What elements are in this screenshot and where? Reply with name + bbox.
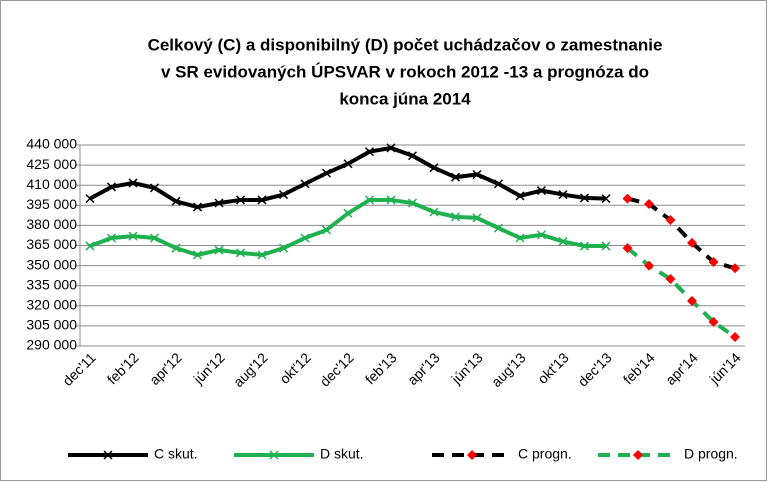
marker — [235, 248, 246, 258]
legend-marker — [467, 450, 477, 460]
y-tick-label: 380 000 — [26, 216, 77, 232]
marker — [343, 208, 353, 218]
marker — [450, 212, 461, 222]
marker — [300, 179, 310, 189]
marker — [472, 169, 482, 180]
y-tick-label: 425 000 — [26, 156, 77, 172]
marker — [386, 195, 396, 205]
marker — [171, 243, 181, 253]
legend-marker — [103, 450, 113, 460]
y-tick-label: 305 000 — [26, 317, 77, 333]
marker — [278, 190, 289, 200]
marker — [579, 241, 590, 251]
marker — [321, 168, 332, 178]
marker — [214, 198, 224, 208]
marker — [493, 223, 504, 233]
marker — [687, 237, 697, 248]
marker — [536, 186, 547, 196]
marker — [429, 207, 439, 217]
marker — [257, 250, 267, 260]
marker — [665, 274, 676, 284]
marker — [321, 225, 332, 235]
marker — [708, 316, 719, 327]
marker — [407, 198, 418, 208]
marker — [192, 250, 203, 260]
marker — [364, 195, 375, 205]
legend-item: C progn. — [432, 446, 572, 462]
marker — [493, 179, 504, 189]
marker — [192, 202, 203, 212]
chart-title: Celkový (C) a disponibilný (D) počet uch… — [148, 35, 663, 54]
marker — [85, 194, 95, 204]
marker — [364, 147, 375, 157]
marker — [257, 195, 267, 205]
marker — [386, 143, 396, 153]
marker — [536, 230, 547, 240]
marker — [601, 194, 611, 204]
legend-marker — [269, 450, 279, 460]
marker — [708, 256, 719, 267]
y-tick-label: 320 000 — [26, 297, 77, 313]
y-tick-label: 440 000 — [26, 136, 77, 152]
marker — [128, 231, 138, 241]
legend-label: D skut. — [320, 446, 364, 462]
marker — [579, 193, 590, 203]
chart-title: v SR evidovaných ÚPSVAR v rokoch 2012 -1… — [161, 62, 649, 81]
marker — [214, 245, 224, 255]
y-tick-label: 335 000 — [26, 276, 77, 292]
y-tick-label: 410 000 — [26, 176, 77, 192]
y-tick-label: 365 000 — [26, 236, 77, 252]
marker — [300, 233, 310, 243]
marker — [149, 183, 160, 193]
series-line — [627, 196, 736, 271]
legend-label: C skut. — [154, 446, 198, 462]
legend-marker — [633, 450, 643, 460]
legend-item: C skut. — [68, 446, 198, 462]
legend-item: D progn. — [598, 446, 738, 462]
y-tick-label: 290 000 — [26, 337, 77, 353]
marker — [149, 233, 160, 243]
marker — [343, 159, 353, 169]
marker — [515, 191, 525, 201]
marker — [515, 233, 525, 243]
marker — [622, 193, 633, 204]
legend-label: D progn. — [684, 446, 738, 462]
marker — [601, 241, 611, 251]
marker — [235, 195, 246, 205]
marker — [730, 263, 740, 274]
marker — [644, 260, 654, 271]
marker — [85, 241, 95, 251]
chart-title: konca júna 2014 — [339, 89, 471, 108]
marker — [106, 182, 117, 192]
marker — [407, 151, 418, 161]
marker — [106, 233, 117, 243]
marker — [429, 163, 439, 173]
legend-label: C progn. — [518, 446, 572, 462]
marker — [730, 332, 740, 343]
marker — [558, 190, 568, 200]
marker — [665, 215, 676, 226]
marker — [278, 243, 289, 253]
y-tick-label: 395 000 — [26, 196, 77, 212]
marker — [558, 236, 568, 247]
marker — [622, 243, 633, 254]
y-tick-label: 350 000 — [26, 256, 77, 272]
marker — [128, 178, 138, 188]
series-line — [626, 246, 737, 339]
marker — [687, 295, 697, 306]
marker — [472, 213, 482, 223]
marker — [171, 196, 181, 206]
marker — [644, 198, 654, 209]
marker — [450, 172, 461, 182]
legend-item: D skut. — [234, 446, 364, 462]
